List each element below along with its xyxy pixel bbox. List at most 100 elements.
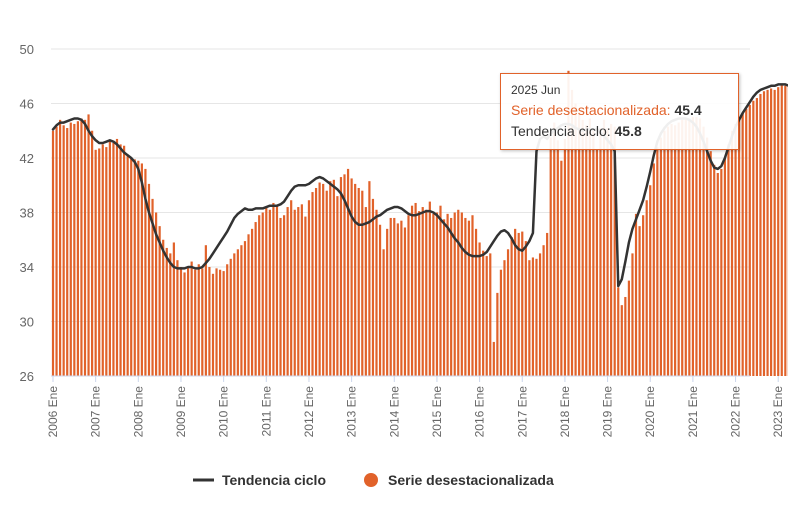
bar[interactable] xyxy=(83,119,87,376)
bar[interactable] xyxy=(222,271,225,376)
bar[interactable] xyxy=(112,143,115,376)
bar[interactable] xyxy=(659,137,662,376)
bar[interactable] xyxy=(435,212,439,377)
bar[interactable] xyxy=(567,70,570,377)
bar[interactable] xyxy=(528,260,531,376)
bar[interactable] xyxy=(55,126,58,376)
bar[interactable] xyxy=(464,217,467,376)
bar[interactable] xyxy=(400,220,403,376)
bar[interactable] xyxy=(236,249,239,376)
bar[interactable] xyxy=(275,205,279,376)
bar[interactable] xyxy=(610,123,613,376)
bar[interactable] xyxy=(546,232,549,376)
bar[interactable] xyxy=(361,190,364,376)
bar[interactable] xyxy=(592,130,595,376)
bar[interactable] xyxy=(307,200,311,376)
bar[interactable] xyxy=(453,212,456,377)
bar[interactable] xyxy=(354,183,357,376)
bar[interactable] xyxy=(777,87,780,377)
bar[interactable] xyxy=(752,100,755,377)
bar[interactable] xyxy=(499,269,503,376)
bar[interactable] xyxy=(343,174,346,376)
bar[interactable] xyxy=(585,125,588,376)
bar[interactable] xyxy=(442,219,446,376)
bar[interactable] xyxy=(510,237,513,376)
bar[interactable] xyxy=(250,228,254,376)
bar[interactable] xyxy=(766,89,769,377)
bar[interactable] xyxy=(144,168,147,376)
bar[interactable] xyxy=(702,126,705,376)
bar[interactable] xyxy=(247,234,250,376)
bar[interactable] xyxy=(59,119,62,376)
bar[interactable] xyxy=(332,179,335,376)
bar[interactable] xyxy=(759,93,762,377)
bar[interactable] xyxy=(105,147,108,376)
bar[interactable] xyxy=(617,287,620,376)
bar[interactable] xyxy=(482,250,485,376)
bar[interactable] xyxy=(147,183,151,376)
bar[interactable] xyxy=(290,200,293,376)
bar[interactable] xyxy=(272,202,275,376)
bar[interactable] xyxy=(716,172,719,376)
bar[interactable] xyxy=(762,91,766,377)
bar[interactable] xyxy=(538,253,542,377)
bar[interactable] xyxy=(503,260,506,376)
bar[interactable] xyxy=(681,119,684,376)
bar[interactable] xyxy=(133,159,136,376)
bar[interactable] xyxy=(730,130,734,376)
bar[interactable] xyxy=(51,130,55,376)
bar[interactable] xyxy=(709,151,712,376)
bar[interactable] xyxy=(357,187,360,376)
bar[interactable] xyxy=(773,89,776,377)
bar[interactable] xyxy=(560,160,563,376)
bar[interactable] xyxy=(535,258,538,376)
bar[interactable] xyxy=(407,215,410,376)
bar[interactable] xyxy=(293,209,296,376)
bar[interactable] xyxy=(218,269,222,376)
bar[interactable] xyxy=(606,128,609,376)
bar[interactable] xyxy=(581,119,584,376)
bar[interactable] xyxy=(489,253,492,377)
bar[interactable] xyxy=(254,222,257,376)
bar[interactable] xyxy=(368,181,371,376)
bar[interactable] xyxy=(460,212,463,377)
bar[interactable] xyxy=(478,242,481,376)
bar[interactable] xyxy=(197,264,200,376)
bar[interactable] xyxy=(410,205,414,376)
bar[interactable] xyxy=(226,264,229,376)
bar[interactable] xyxy=(691,117,694,377)
bar[interactable] xyxy=(346,168,350,376)
bar[interactable] xyxy=(300,204,303,376)
bar[interactable] xyxy=(389,217,392,376)
bar[interactable] xyxy=(66,128,69,376)
bar[interactable] xyxy=(240,245,243,376)
legend-item-serie-desestacionalizada[interactable]: Serie desestacionalizada xyxy=(364,472,554,488)
bar[interactable] xyxy=(645,200,648,376)
bar[interactable] xyxy=(727,144,730,377)
bar[interactable] xyxy=(194,269,197,376)
bar[interactable] xyxy=(474,228,478,376)
bar[interactable] xyxy=(243,241,247,376)
bar[interactable] xyxy=(649,185,652,376)
bar[interactable] xyxy=(80,118,83,377)
bar[interactable] xyxy=(688,118,691,377)
bar[interactable] xyxy=(386,228,389,376)
bar[interactable] xyxy=(382,249,385,376)
bar[interactable] xyxy=(439,205,442,376)
bar[interactable] xyxy=(162,239,165,376)
bar[interactable] xyxy=(73,123,76,376)
bar[interactable] xyxy=(748,104,751,377)
bar[interactable] xyxy=(521,231,524,376)
bar[interactable] xyxy=(471,215,474,376)
bar[interactable] xyxy=(115,138,119,376)
bar[interactable] xyxy=(140,163,143,376)
bar[interactable] xyxy=(179,267,183,376)
bar[interactable] xyxy=(428,201,431,376)
bar[interactable] xyxy=(780,84,783,377)
bar[interactable] xyxy=(282,215,286,376)
bar[interactable] xyxy=(738,117,741,377)
bar[interactable] xyxy=(745,108,748,376)
bar[interactable] xyxy=(204,245,207,376)
bar[interactable] xyxy=(634,213,638,376)
bar[interactable] xyxy=(322,183,325,376)
